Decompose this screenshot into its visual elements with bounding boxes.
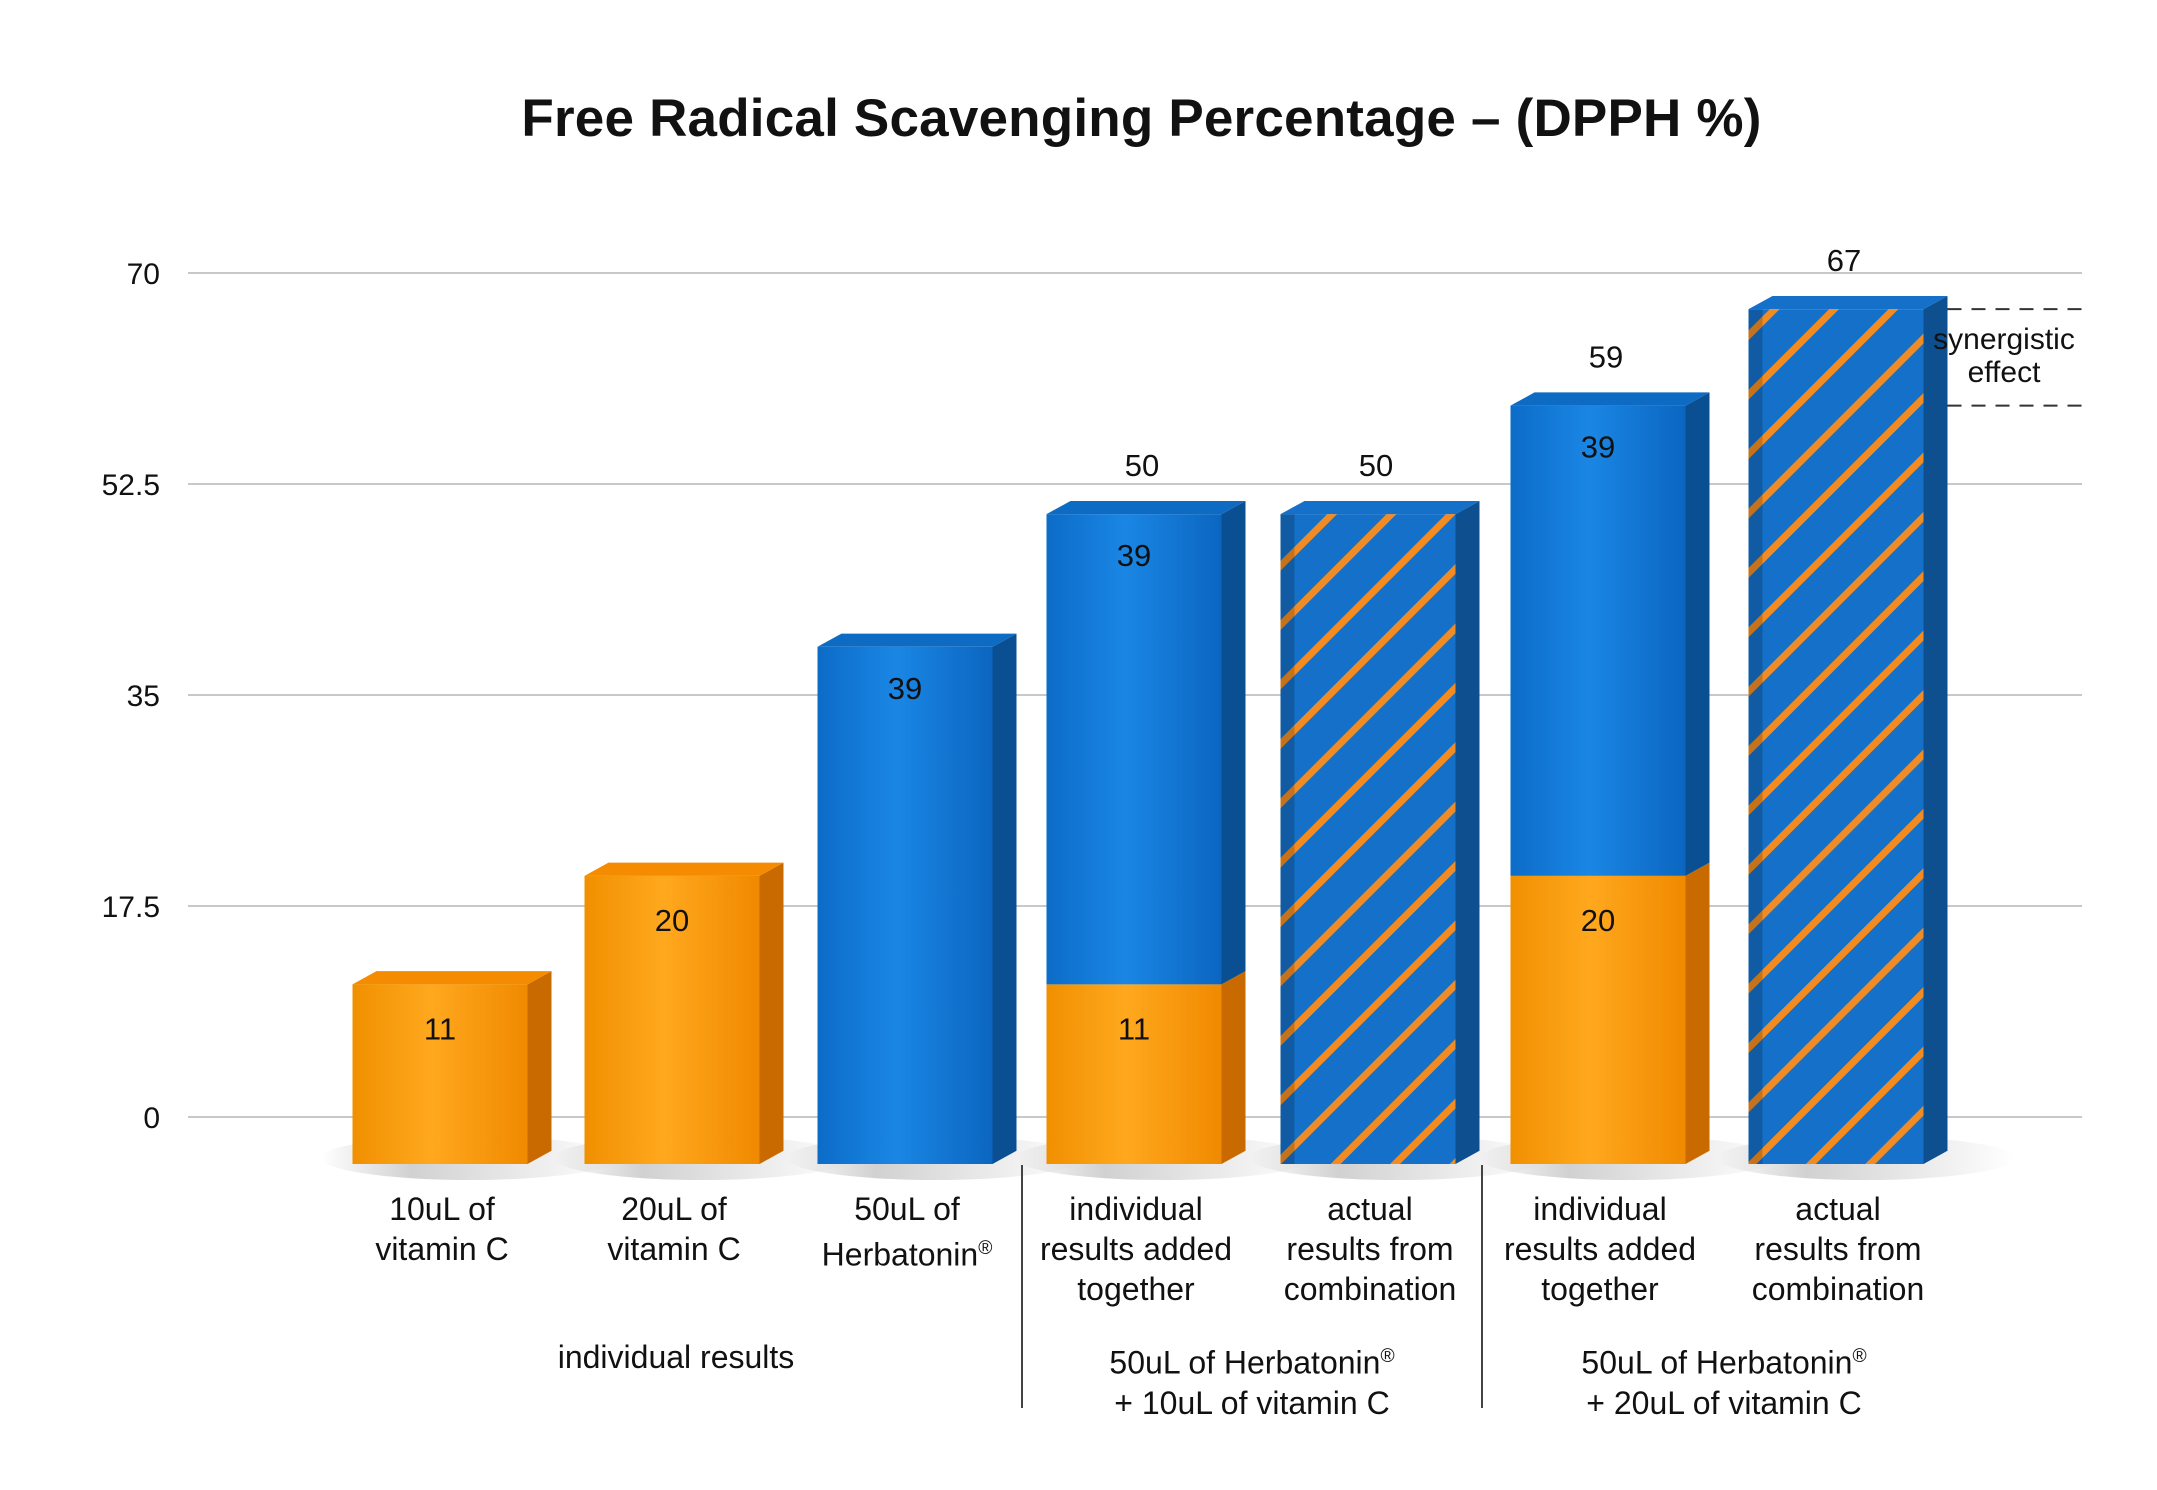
total-label: 50 — [1125, 448, 1159, 483]
group-label: individual results — [557, 1339, 795, 1375]
bar-segment — [1046, 984, 1222, 1164]
bar-top — [1748, 295, 1948, 310]
bar-segment — [1510, 405, 1686, 876]
data-label: 39 — [888, 671, 922, 706]
x-category-label: individual results added together — [1503, 1191, 1697, 1307]
total-label: 50 — [1359, 448, 1393, 483]
bar-edge-shade — [1748, 309, 1763, 1165]
data-label: 20 — [1581, 903, 1615, 938]
y-tick-label: 35 — [127, 680, 160, 713]
bar-segment — [352, 984, 528, 1164]
data-label: 39 — [1581, 430, 1615, 465]
bar-top — [817, 633, 1017, 647]
x-category-label: actual results from combination — [1751, 1191, 1925, 1307]
bar-edge-shade — [1280, 514, 1295, 1164]
bar-segment — [1748, 309, 1924, 1165]
bar-top — [1280, 500, 1480, 515]
bar-segment — [1280, 514, 1456, 1164]
group-label: 50uL of Herbatonin® + 10uL of vitamin C — [1109, 1344, 1395, 1421]
y-tick-label: 70 — [127, 258, 160, 291]
data-label: 20 — [655, 903, 689, 938]
y-tick-label: 17.5 — [102, 891, 160, 924]
bar-side — [1221, 971, 1246, 1164]
bar-segment — [584, 875, 760, 1164]
bar-top — [584, 862, 784, 876]
total-label: 59 — [1589, 340, 1623, 375]
data-label: 39 — [1117, 538, 1151, 573]
x-category-label: individual results added together — [1039, 1191, 1233, 1307]
bar-side — [1685, 862, 1710, 1164]
bar-segment — [1510, 875, 1686, 1164]
data-label: 11 — [1118, 1011, 1150, 1046]
bar-side — [1923, 295, 1948, 1164]
bar-side — [992, 633, 1017, 1164]
bar-top — [352, 971, 552, 985]
bar-side — [1685, 392, 1710, 876]
x-category-label: 20uL of vitamin C — [607, 1191, 741, 1267]
group-label: 50uL of Herbatonin® + 20uL of vitamin C — [1581, 1344, 1867, 1421]
x-category-label: actual results from combination — [1283, 1191, 1457, 1307]
y-tick-label: 0 — [143, 1102, 160, 1135]
chart-title: Free Radical Scavenging Percentage – (DP… — [521, 89, 1762, 148]
bar-side — [1221, 500, 1246, 985]
bar-side — [1455, 500, 1480, 1164]
x-category-label: 10uL of vitamin C — [375, 1191, 509, 1267]
bar-top — [1510, 392, 1710, 406]
x-category-label: 50uL of Herbatonin® — [821, 1191, 993, 1273]
data-label: 11 — [424, 1011, 456, 1046]
total-label: 67 — [1827, 243, 1861, 278]
bar-side — [759, 862, 784, 1164]
bar-segment — [1046, 514, 1222, 985]
bar-segment — [817, 646, 993, 1164]
synergistic-effect-label: synergistic effect — [1933, 323, 2075, 390]
y-tick-label: 52.5 — [102, 469, 160, 502]
bar-side — [527, 971, 552, 1164]
bar-top — [1046, 500, 1246, 515]
